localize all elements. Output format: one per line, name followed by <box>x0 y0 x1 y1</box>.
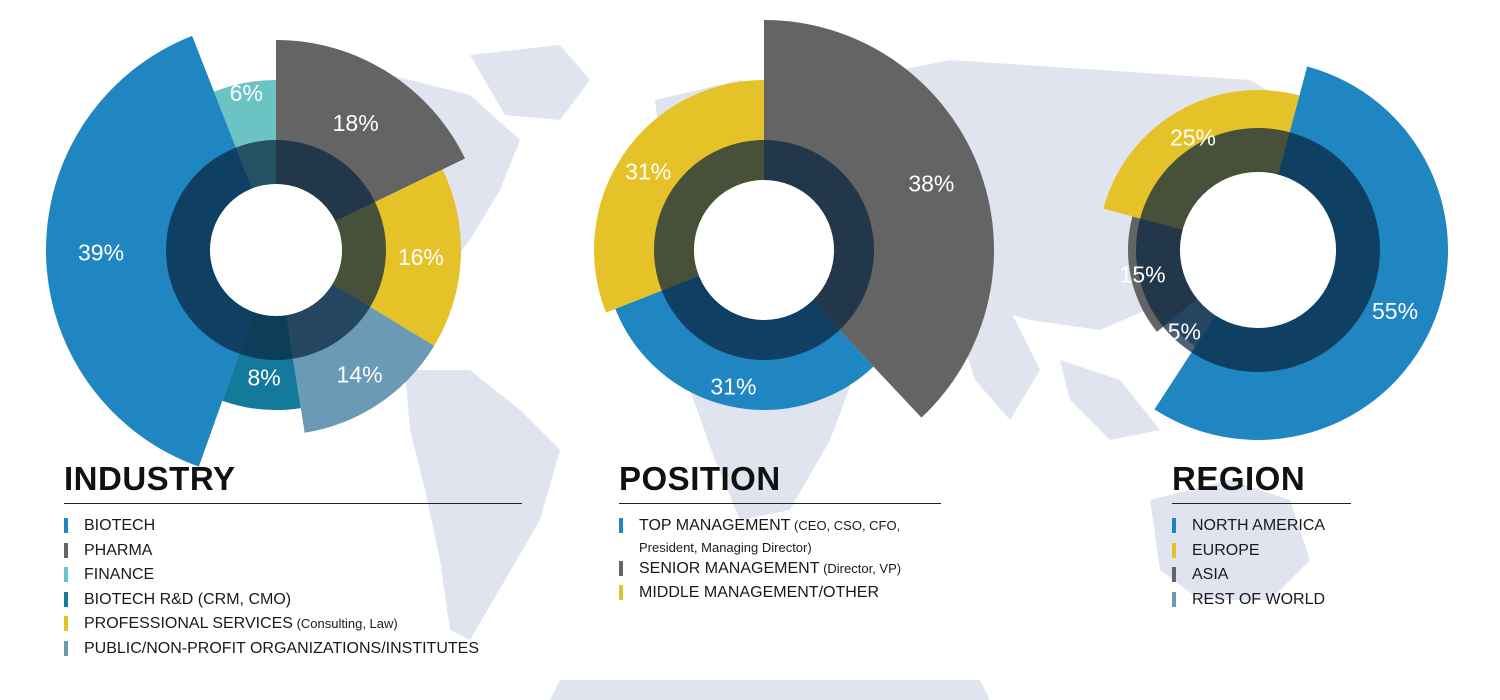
industry-label-public-non-profit-organizations-institutes: 14% <box>337 362 383 388</box>
legend-swatch <box>1172 542 1176 558</box>
legend-swatch <box>64 567 68 582</box>
legend-label: SENIOR MANAGEMENT <box>639 559 820 577</box>
legend-item-public-non-profit-organizations-institutes: PUBLIC/NON-PROFIT ORGANIZATIONS/INSTITUT… <box>64 637 522 662</box>
legend-item-pharma: PHARMA <box>64 539 522 564</box>
region-inner-ring <box>1136 128 1380 372</box>
legend-swatch <box>1172 591 1176 607</box>
industry-legend: INDUSTRY BIOTECH PHARMA FINANCE BIOTECH R&D… <box>64 459 522 661</box>
legend-label: REST OF WORLD <box>1192 590 1326 608</box>
industry-center-hole <box>210 184 342 316</box>
position-slice-senior-management <box>764 20 994 418</box>
industry-label-pharma: 18% <box>333 110 379 136</box>
industry-title: INDUSTRY <box>64 459 522 504</box>
map-landmass <box>1150 480 1310 600</box>
region-legend-list: NORTH AMERICA EUROPE ASIA REST OF WORLD <box>1172 514 1351 612</box>
legend-label: BIOTECH R&D (CRM, CMO) <box>84 590 292 608</box>
industry-label-biotech: 39% <box>78 240 124 266</box>
legend-swatch <box>64 640 68 656</box>
position-legend-list: TOP MANAGEMENT (CEO, CSO, CFO, President,… <box>619 514 941 606</box>
industry-label-professional-services: 16% <box>398 244 444 270</box>
position-label-top-management: 31% <box>710 374 756 400</box>
legend-note: (CEO, CSO, CFO, <box>790 518 901 533</box>
legend-swatch <box>1172 518 1176 533</box>
legend-item-rest-of-world: REST OF WORLD <box>1172 588 1351 613</box>
legend-label: BIOTECH <box>84 517 156 534</box>
legend-note-continued: President, Managing Director) <box>639 539 812 555</box>
legend-label: PUBLIC/NON-PROFIT ORGANIZATIONS/INSTITUT… <box>84 639 479 657</box>
legend-item-biotech: BIOTECH <box>64 514 522 539</box>
region-label-asia: 15% <box>1120 262 1166 288</box>
region-label-rest-of-world: 5% <box>1168 319 1201 345</box>
legend-item-europe: EUROPE <box>1172 539 1351 564</box>
legend-item-finance: FINANCE <box>64 563 522 588</box>
legend-label: TOP MANAGEMENT <box>639 517 791 534</box>
region-title: REGION <box>1172 459 1351 504</box>
legend-note: (Consulting, Law) <box>292 616 398 631</box>
legend-item-professional-services: PROFESSIONAL SERVICES (Consulting, Law) <box>64 612 522 637</box>
region-center-hole <box>1180 172 1336 328</box>
legend-item-biotech-r-d-crm-cmo: BIOTECH R&D (CRM, CMO) <box>64 588 522 613</box>
map-landmass <box>1060 360 1160 440</box>
position-chart: 38% 31% 31% <box>593 20 994 418</box>
industry-inner-ring <box>166 140 386 360</box>
position-label-middle-management-other: 31% <box>625 158 671 184</box>
legend-swatch <box>64 518 68 533</box>
legend-item-north-america: NORTH AMERICA <box>1172 514 1351 539</box>
legend-label: EUROPE <box>1192 541 1260 559</box>
region-chart: 55% 5% 15% 25% <box>1103 66 1448 440</box>
industry-label-biotech-r-d-crm-cmo: 8% <box>247 364 280 390</box>
map-landmass <box>550 680 990 700</box>
legend-swatch <box>619 585 623 600</box>
map-landmass <box>470 45 590 120</box>
legend-label: ASIA <box>1192 566 1229 583</box>
legend-swatch <box>64 542 68 558</box>
legend-label: NORTH AMERICA <box>1192 517 1326 534</box>
legend-label: FINANCE <box>84 566 155 583</box>
region-legend: REGION NORTH AMERICA EUROPE ASIA REST OF WO… <box>1172 459 1351 612</box>
legend-swatch <box>1172 567 1176 582</box>
legend-item-asia: ASIA <box>1172 563 1351 588</box>
industry-label-finance: 6% <box>230 80 263 106</box>
legend-swatch <box>64 616 68 631</box>
industry-legend-list: BIOTECH PHARMA FINANCE BIOTECH R&D (CRM, CM… <box>64 514 522 661</box>
industry-chart: 18% 16% 14% 8% 39% 6% <box>46 35 466 467</box>
position-inner-ring <box>654 140 874 360</box>
legend-item-middle-management-other: MIDDLE MANAGEMENT/OTHER <box>619 581 941 606</box>
position-title: POSITION <box>619 459 941 504</box>
map-landmass <box>405 370 560 640</box>
position-legend: POSITION TOP MANAGEMENT (CEO, CSO, CFO, P… <box>619 459 941 606</box>
region-label-europe: 25% <box>1170 124 1216 150</box>
position-label-senior-management: 38% <box>908 171 954 197</box>
legend-note: (Director, VP) <box>819 560 902 576</box>
legend-swatch <box>619 518 623 533</box>
legend-item-top-management: TOP MANAGEMENT (CEO, CSO, CFO, President,… <box>619 514 941 557</box>
industry-slice-biotech <box>46 35 276 467</box>
legend-item-senior-management: SENIOR MANAGEMENT (Director, VP) <box>619 557 941 582</box>
region-label-north-america: 55% <box>1372 298 1418 324</box>
legend-label: PROFESSIONAL SERVICES <box>84 615 293 632</box>
legend-swatch <box>64 591 68 607</box>
position-center-hole <box>694 180 834 320</box>
legend-swatch <box>619 560 623 576</box>
legend-label: PHARMA <box>84 541 153 559</box>
legend-label: MIDDLE MANAGEMENT/OTHER <box>639 584 880 601</box>
